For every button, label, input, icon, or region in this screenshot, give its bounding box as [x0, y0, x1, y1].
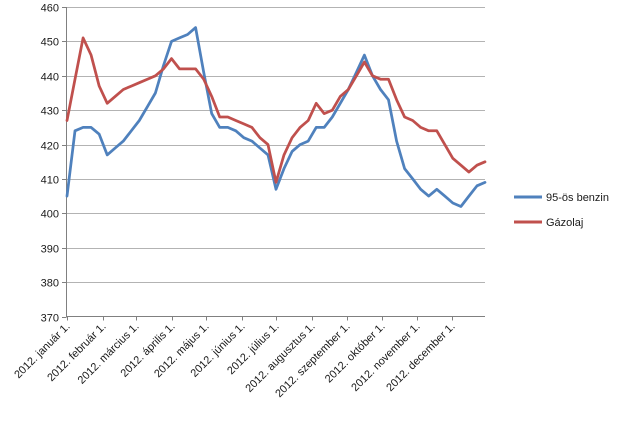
- gridlines: [67, 7, 485, 283]
- y-axis-label-430: 430: [41, 106, 59, 118]
- x-axis-label-2012-marcius-1: 2012. március 1.: [76, 321, 142, 387]
- y-axis-label-400: 400: [41, 209, 59, 221]
- y-axis-label-440: 440: [41, 72, 59, 84]
- y-axis-label-380: 380: [41, 278, 59, 290]
- legend-item-95-os-benzin: 95-ös benzin: [514, 192, 609, 204]
- legend-item-gazolaj: Gázolaj: [514, 217, 583, 229]
- x-axis-label-2012-december-1: 2012. december 1.: [384, 321, 457, 394]
- legend: 95-ös benzin Gázolaj: [514, 192, 609, 229]
- x-axis-label-2012-oktober-1: 2012. október 1.: [323, 321, 388, 386]
- series-line-gazolaj: [65, 36, 487, 184]
- series-line-95-os-benzin: [65, 26, 487, 208]
- y-axis-label-460: 460: [41, 3, 59, 15]
- axes: [62, 7, 485, 321]
- y-axis-label-410: 410: [41, 175, 59, 187]
- y-axis-label-450: 450: [41, 37, 59, 49]
- y-axis-label-390: 390: [41, 244, 59, 256]
- y-axis-labels: 370 380 390 400 410 420 430 440 450 460: [41, 3, 59, 325]
- y-axis-label-420: 420: [41, 141, 59, 153]
- legend-label-95-os-benzin: 95-ös benzin: [546, 192, 609, 204]
- data-series: [65, 26, 487, 208]
- y-axis-label-370: 370: [41, 313, 59, 325]
- x-axis-labels: 2012. január 1.2012. február 1.2012. már…: [12, 321, 457, 400]
- legend-label-gazolaj: Gázolaj: [546, 217, 583, 229]
